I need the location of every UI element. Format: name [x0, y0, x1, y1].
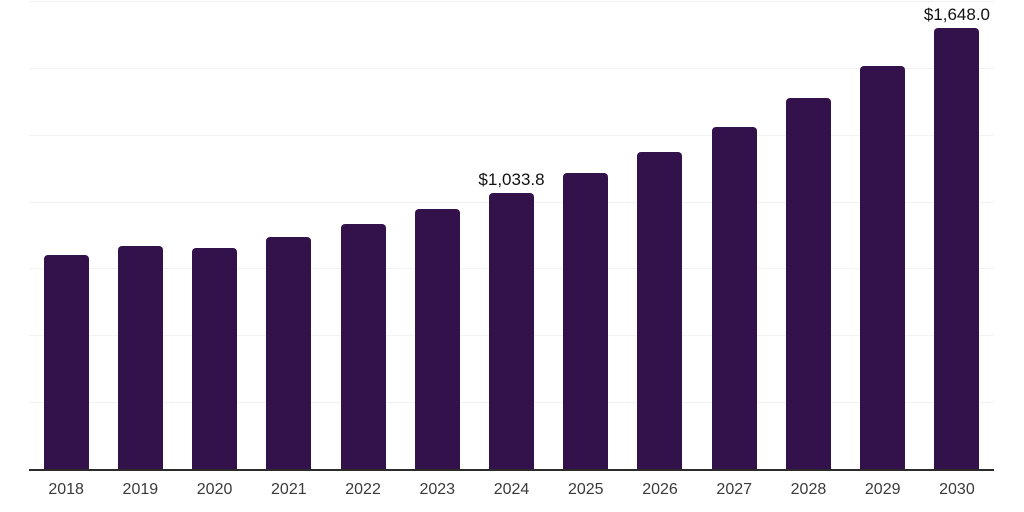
data-label-2024: $1,033.8 [478, 169, 545, 189]
bar-2023 [414, 208, 460, 469]
x-tick-label-2024: 2024 [493, 481, 530, 498]
x-tick-label-2020: 2020 [196, 481, 233, 498]
x-tick-label-2025: 2025 [567, 481, 604, 498]
bar-2019 [117, 246, 163, 469]
bar-band-2030: $1,648.0 [920, 1, 994, 469]
bar-2020 [192, 247, 238, 469]
bar-band-2027 [697, 1, 771, 469]
bar-band-2029 [846, 1, 920, 469]
plot-area: $1,033.8 $1,648.0 [29, 1, 994, 469]
x-tick-label-2028: 2028 [790, 481, 827, 498]
bar-2022 [340, 223, 386, 469]
x-tick-label-2018: 2018 [48, 481, 84, 498]
bar-band-2022 [326, 1, 400, 469]
x-axis-tick-labels: 2018 2019 2020 2021 2022 2023 2024 2025 2026 2027… [29, 482, 994, 498]
x-tick-label-2029: 2029 [864, 481, 901, 498]
bar-2027 [711, 126, 757, 469]
bar-band-2028 [771, 1, 845, 469]
x-tick-label-2021: 2021 [271, 481, 307, 498]
bar-band-2026 [623, 1, 697, 469]
x-tick-label-2019: 2019 [122, 481, 159, 498]
bar-2025 [563, 173, 609, 469]
x-tick-label-2030: 2030 [939, 481, 975, 498]
bar-band-2023 [400, 1, 474, 469]
bar-2028 [785, 98, 831, 469]
bar-band-2019 [103, 1, 177, 469]
data-label-2030: $1,648.0 [923, 5, 991, 25]
bar-series: $1,033.8 $1,648.0 [29, 1, 994, 469]
bar-2021 [266, 237, 312, 469]
bar-band-2021 [252, 1, 326, 469]
bar-band-2020 [177, 1, 251, 469]
bar-2026 [637, 151, 683, 469]
bar-band-2018 [29, 1, 103, 469]
gridline [29, 67, 994, 69]
x-axis-line [29, 469, 994, 471]
bar-2024 [489, 192, 535, 469]
x-tick-label-2022: 2022 [345, 481, 381, 498]
bar-band-2024: $1,033.8 [474, 1, 548, 469]
bar-band-2025 [549, 1, 623, 469]
gridline [29, 134, 994, 136]
x-tick-label-2026: 2026 [642, 481, 678, 498]
x-tick-label-2023: 2023 [419, 481, 456, 498]
bar-2030 [934, 28, 980, 469]
x-tick-label-2027: 2027 [716, 481, 753, 498]
bar-2018 [43, 255, 89, 469]
gridline [29, 1, 994, 2]
bar-2029 [860, 65, 906, 469]
